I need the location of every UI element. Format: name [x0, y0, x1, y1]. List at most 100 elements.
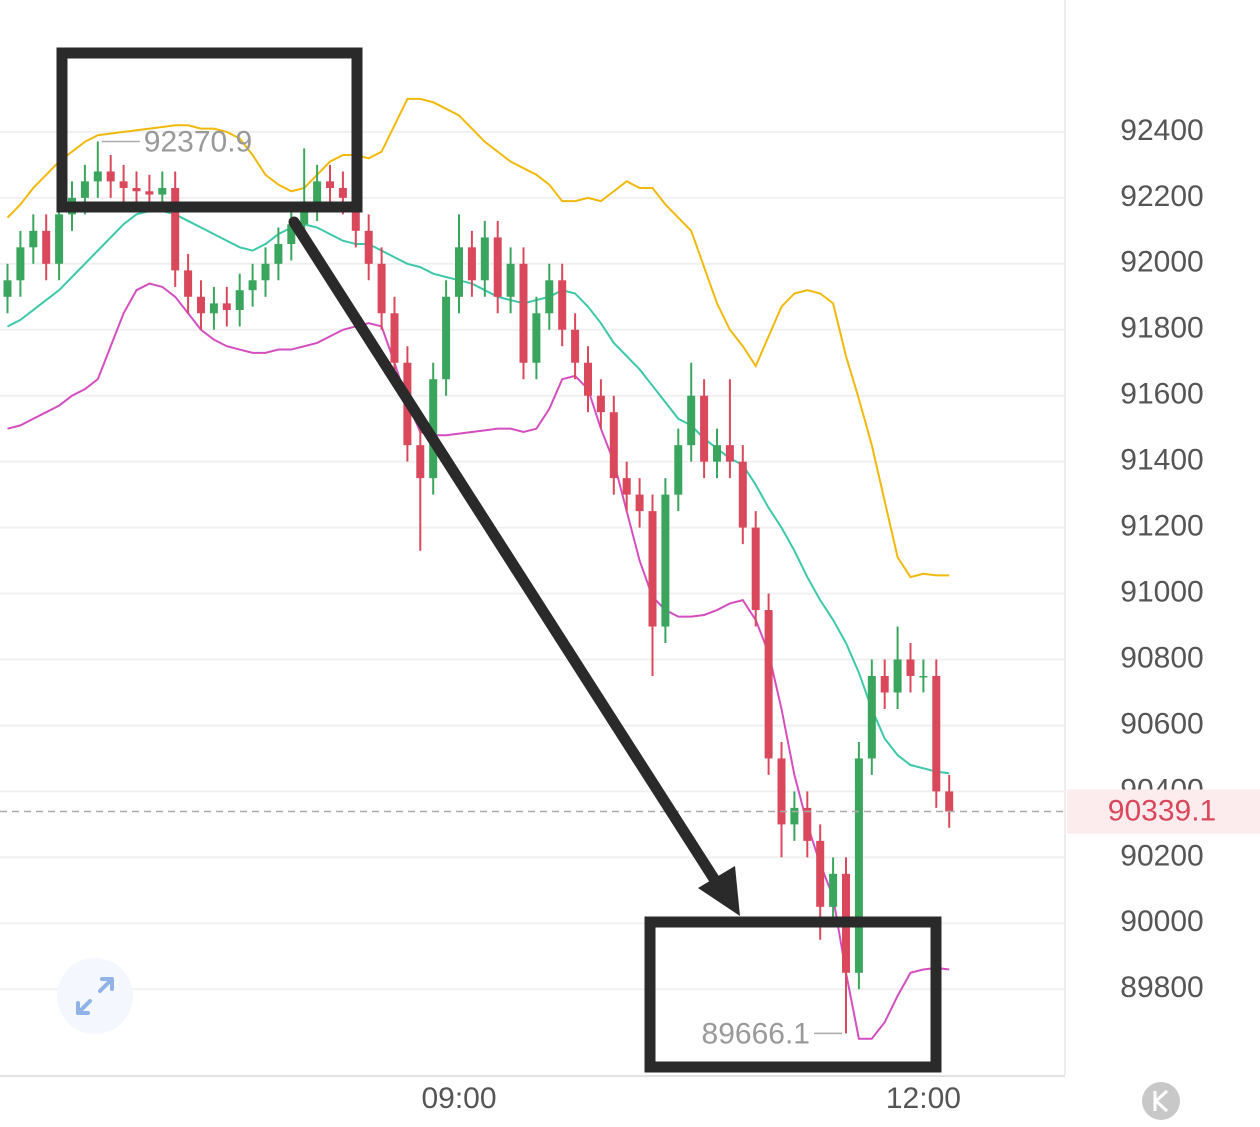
y-tick-label: 90600 — [1120, 707, 1203, 740]
expand-button[interactable] — [57, 958, 133, 1034]
max-label: 92370.9 — [144, 125, 252, 158]
y-tick-label: 89800 — [1120, 971, 1203, 1004]
arrow-head — [698, 866, 740, 916]
y-tick-label: 92000 — [1120, 246, 1203, 279]
annotation — [56, 47, 942, 1073]
candle-body — [945, 791, 954, 812]
candle-body — [545, 280, 554, 314]
candle-body — [532, 313, 541, 363]
grid: 8980090000902009040090600908009100091200… — [0, 114, 1204, 1115]
button-bg — [57, 958, 133, 1034]
x-tick-label: 12:00 — [886, 1082, 961, 1115]
candle-body — [326, 181, 334, 188]
candle-body — [506, 263, 515, 297]
candle-body — [648, 511, 657, 627]
candle-body — [790, 807, 799, 825]
candle-body — [300, 204, 309, 225]
plot: 92370.9 89666.1 90339.1 — [0, 97, 1260, 1050]
candle-body — [777, 758, 786, 825]
candle-body — [713, 445, 721, 462]
candle-body — [674, 445, 683, 495]
min-label: 89666.1 — [702, 1017, 810, 1050]
y-tick-label: 91400 — [1120, 444, 1203, 477]
candle-body — [158, 187, 167, 195]
candle-body — [42, 230, 51, 264]
candle-body — [93, 171, 102, 182]
candle-body — [635, 494, 644, 512]
candle-body — [480, 237, 489, 281]
candle-body — [416, 445, 425, 479]
last-price-label: 90339.1 — [1108, 794, 1216, 827]
candle-body — [687, 395, 696, 446]
y-tick-label: 91000 — [1120, 575, 1203, 608]
candle-body — [55, 214, 64, 264]
arrow-line — [288, 216, 724, 891]
candle-body — [609, 412, 618, 479]
y-tick-label: 91800 — [1120, 312, 1203, 345]
candle-body — [519, 263, 528, 363]
candle-body — [351, 197, 360, 231]
last-price-tag — [1067, 789, 1260, 834]
candle-body — [248, 280, 257, 291]
band-line — [7, 210, 950, 775]
candle-body — [16, 247, 25, 281]
candle-body — [364, 230, 373, 264]
candle-body — [29, 230, 38, 248]
candle-body — [906, 659, 915, 676]
candle-body — [467, 247, 476, 281]
candle-body — [919, 675, 928, 678]
candle-body — [493, 237, 502, 297]
expand-icon — [76, 977, 114, 1015]
candle-body — [558, 280, 567, 330]
candle-body — [3, 280, 12, 297]
k-icon — [1153, 1089, 1169, 1113]
candle-body — [106, 171, 115, 182]
y-tick-label: 90000 — [1120, 905, 1203, 938]
candle-body — [816, 840, 825, 907]
candle-body — [80, 181, 89, 198]
candle-body — [197, 296, 205, 314]
candle-body — [751, 527, 760, 611]
highlight-box — [644, 916, 942, 1073]
candle-body — [867, 675, 876, 759]
candle-body — [455, 247, 463, 297]
candle-body — [390, 313, 399, 363]
candle-body — [145, 191, 154, 195]
candle-body — [571, 329, 580, 363]
candle-body — [184, 270, 193, 297]
y-tick-label: 92400 — [1120, 114, 1203, 147]
candle-body — [442, 296, 451, 380]
candle-body — [287, 224, 296, 245]
candle-body — [274, 244, 283, 264]
y-tick-label: 91600 — [1120, 378, 1203, 411]
candle-body — [893, 659, 902, 693]
k-button[interactable] — [1142, 1082, 1180, 1120]
button-bg — [1142, 1082, 1180, 1120]
candle-body — [429, 379, 438, 479]
candle-body — [377, 263, 386, 314]
candle-body — [209, 303, 218, 314]
candle-body — [584, 362, 592, 396]
candle-body — [132, 187, 141, 192]
highlight-box — [56, 47, 363, 213]
candle-body — [596, 395, 605, 413]
band-line — [7, 282, 950, 1040]
candle-body — [803, 807, 812, 841]
candle-body — [932, 675, 941, 792]
candle-body — [119, 181, 128, 188]
candle-body — [222, 303, 231, 310]
y-tick-label: 91200 — [1120, 510, 1203, 543]
band-line — [6, 97, 950, 579]
candle-body — [738, 461, 747, 528]
candle-body — [854, 758, 863, 973]
y-tick-label: 90200 — [1120, 839, 1203, 872]
candle-body — [261, 263, 270, 281]
candle-body — [235, 290, 244, 310]
candle-body — [764, 610, 773, 759]
candle-body — [171, 187, 180, 271]
candle-body — [622, 478, 631, 495]
candle-body — [700, 395, 709, 462]
candle-body — [829, 873, 838, 907]
y-tick-label: 90800 — [1120, 641, 1203, 674]
